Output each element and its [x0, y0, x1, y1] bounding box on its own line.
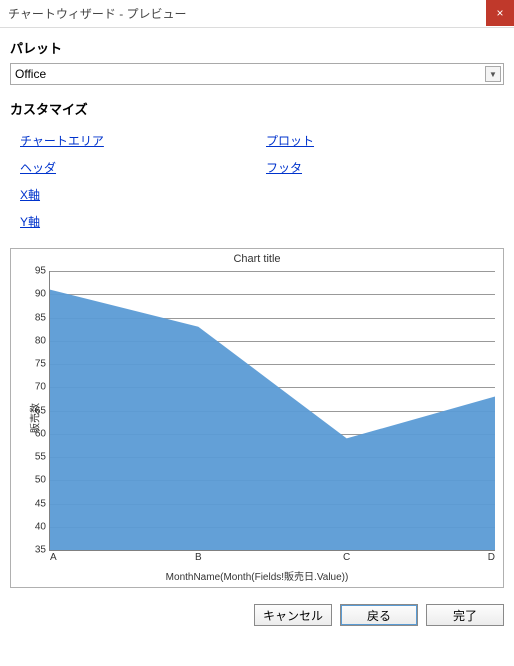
y-tick-label: 75 [35, 359, 46, 370]
x-tick-label: A [50, 552, 57, 563]
cancel-button[interactable]: キャンセル [254, 604, 332, 626]
link-y-axis[interactable]: Y軸 [20, 213, 256, 230]
link-chart-area[interactable]: チャートエリア [20, 132, 256, 149]
close-button[interactable]: × [486, 0, 514, 26]
y-tick-label: 65 [35, 405, 46, 416]
y-tick-label: 60 [35, 428, 46, 439]
palette-selected-value: Office [15, 67, 46, 81]
finish-button[interactable]: 完了 [426, 604, 504, 626]
y-tick-label: 70 [35, 382, 46, 393]
y-tick-label: 80 [35, 335, 46, 346]
y-tick-label: 40 [35, 521, 46, 532]
title-bar: チャートウィザード - プレビュー × [0, 0, 514, 28]
y-tick-label: 35 [35, 545, 46, 556]
link-plot[interactable]: プロット [266, 132, 502, 149]
customize-section-label: カスタマイズ [0, 89, 514, 122]
customize-links: チャートエリア プロット ヘッダ フッタ X軸 Y軸 [0, 122, 514, 236]
link-footer[interactable]: フッタ [266, 159, 502, 176]
chevron-down-icon: ▼ [485, 66, 501, 82]
link-x-axis[interactable]: X軸 [20, 186, 256, 203]
link-header[interactable]: ヘッダ [20, 159, 256, 176]
close-icon: × [496, 6, 503, 20]
y-tick-label: 45 [35, 498, 46, 509]
button-row: キャンセル 戻る 完了 [0, 596, 514, 626]
palette-section-label: パレット [0, 28, 514, 61]
x-tick-label: D [488, 552, 495, 563]
chart-preview: Chart title 販売数 354045505560657075808590… [10, 248, 504, 588]
chart-title: Chart title [11, 249, 503, 265]
x-tick-label: B [195, 552, 202, 563]
y-tick-label: 55 [35, 452, 46, 463]
y-tick-label: 85 [35, 312, 46, 323]
x-tick-label: C [343, 552, 350, 563]
y-tick-label: 50 [35, 475, 46, 486]
area-series [50, 271, 495, 550]
back-button[interactable]: 戻る [340, 604, 418, 626]
plot-area: 35404550556065707580859095ABCD [49, 271, 495, 551]
palette-select[interactable]: Office ▼ [10, 63, 504, 85]
grid-line [50, 550, 495, 551]
y-tick-label: 90 [35, 289, 46, 300]
x-axis-title: MonthName(Month(Fields!販売日.Value)) [11, 568, 503, 583]
y-tick-label: 95 [35, 266, 46, 277]
window-title: チャートウィザード - プレビュー [8, 5, 187, 22]
